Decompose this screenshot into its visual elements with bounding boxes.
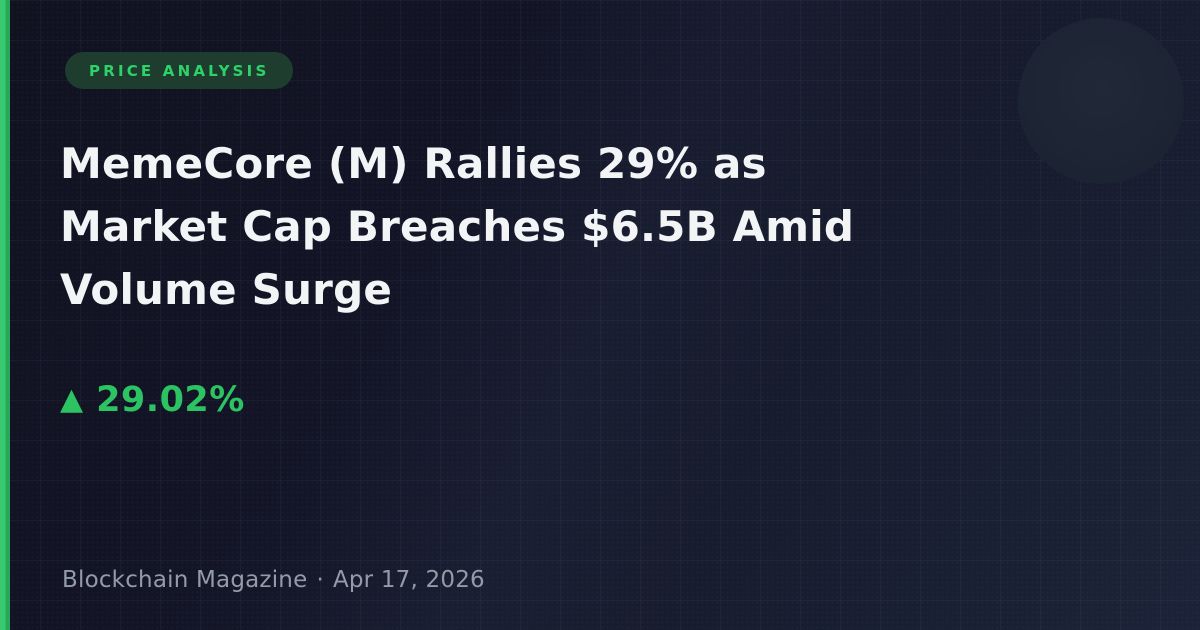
accent-left-bar — [0, 0, 10, 630]
publish-date: Apr 17, 2026 — [332, 567, 485, 593]
publication-name: Blockchain Magazine — [62, 567, 308, 593]
headline-line-2: Market Cap Breaches $6.5B Amid — [60, 202, 855, 251]
up-triangle-icon: ▲ — [60, 382, 84, 417]
byline: Blockchain Magazine · Apr 17, 2026 — [62, 567, 485, 593]
category-badge: PRICE ANALYSIS — [65, 52, 294, 89]
headline-line-3: Volume Surge — [60, 265, 393, 314]
headline: MemeCore (M) Rallies 29% as Market Cap B… — [60, 132, 1040, 321]
decorative-circle — [1018, 18, 1184, 184]
headline-line-1: MemeCore (M) Rallies 29% as — [60, 139, 767, 188]
category-badge-label: PRICE ANALYSIS — [89, 61, 270, 80]
price-change-indicator: ▲ 29.02% — [60, 378, 245, 422]
price-change-value: 29.02% — [96, 380, 245, 420]
byline-separator-dot: · — [316, 567, 324, 593]
